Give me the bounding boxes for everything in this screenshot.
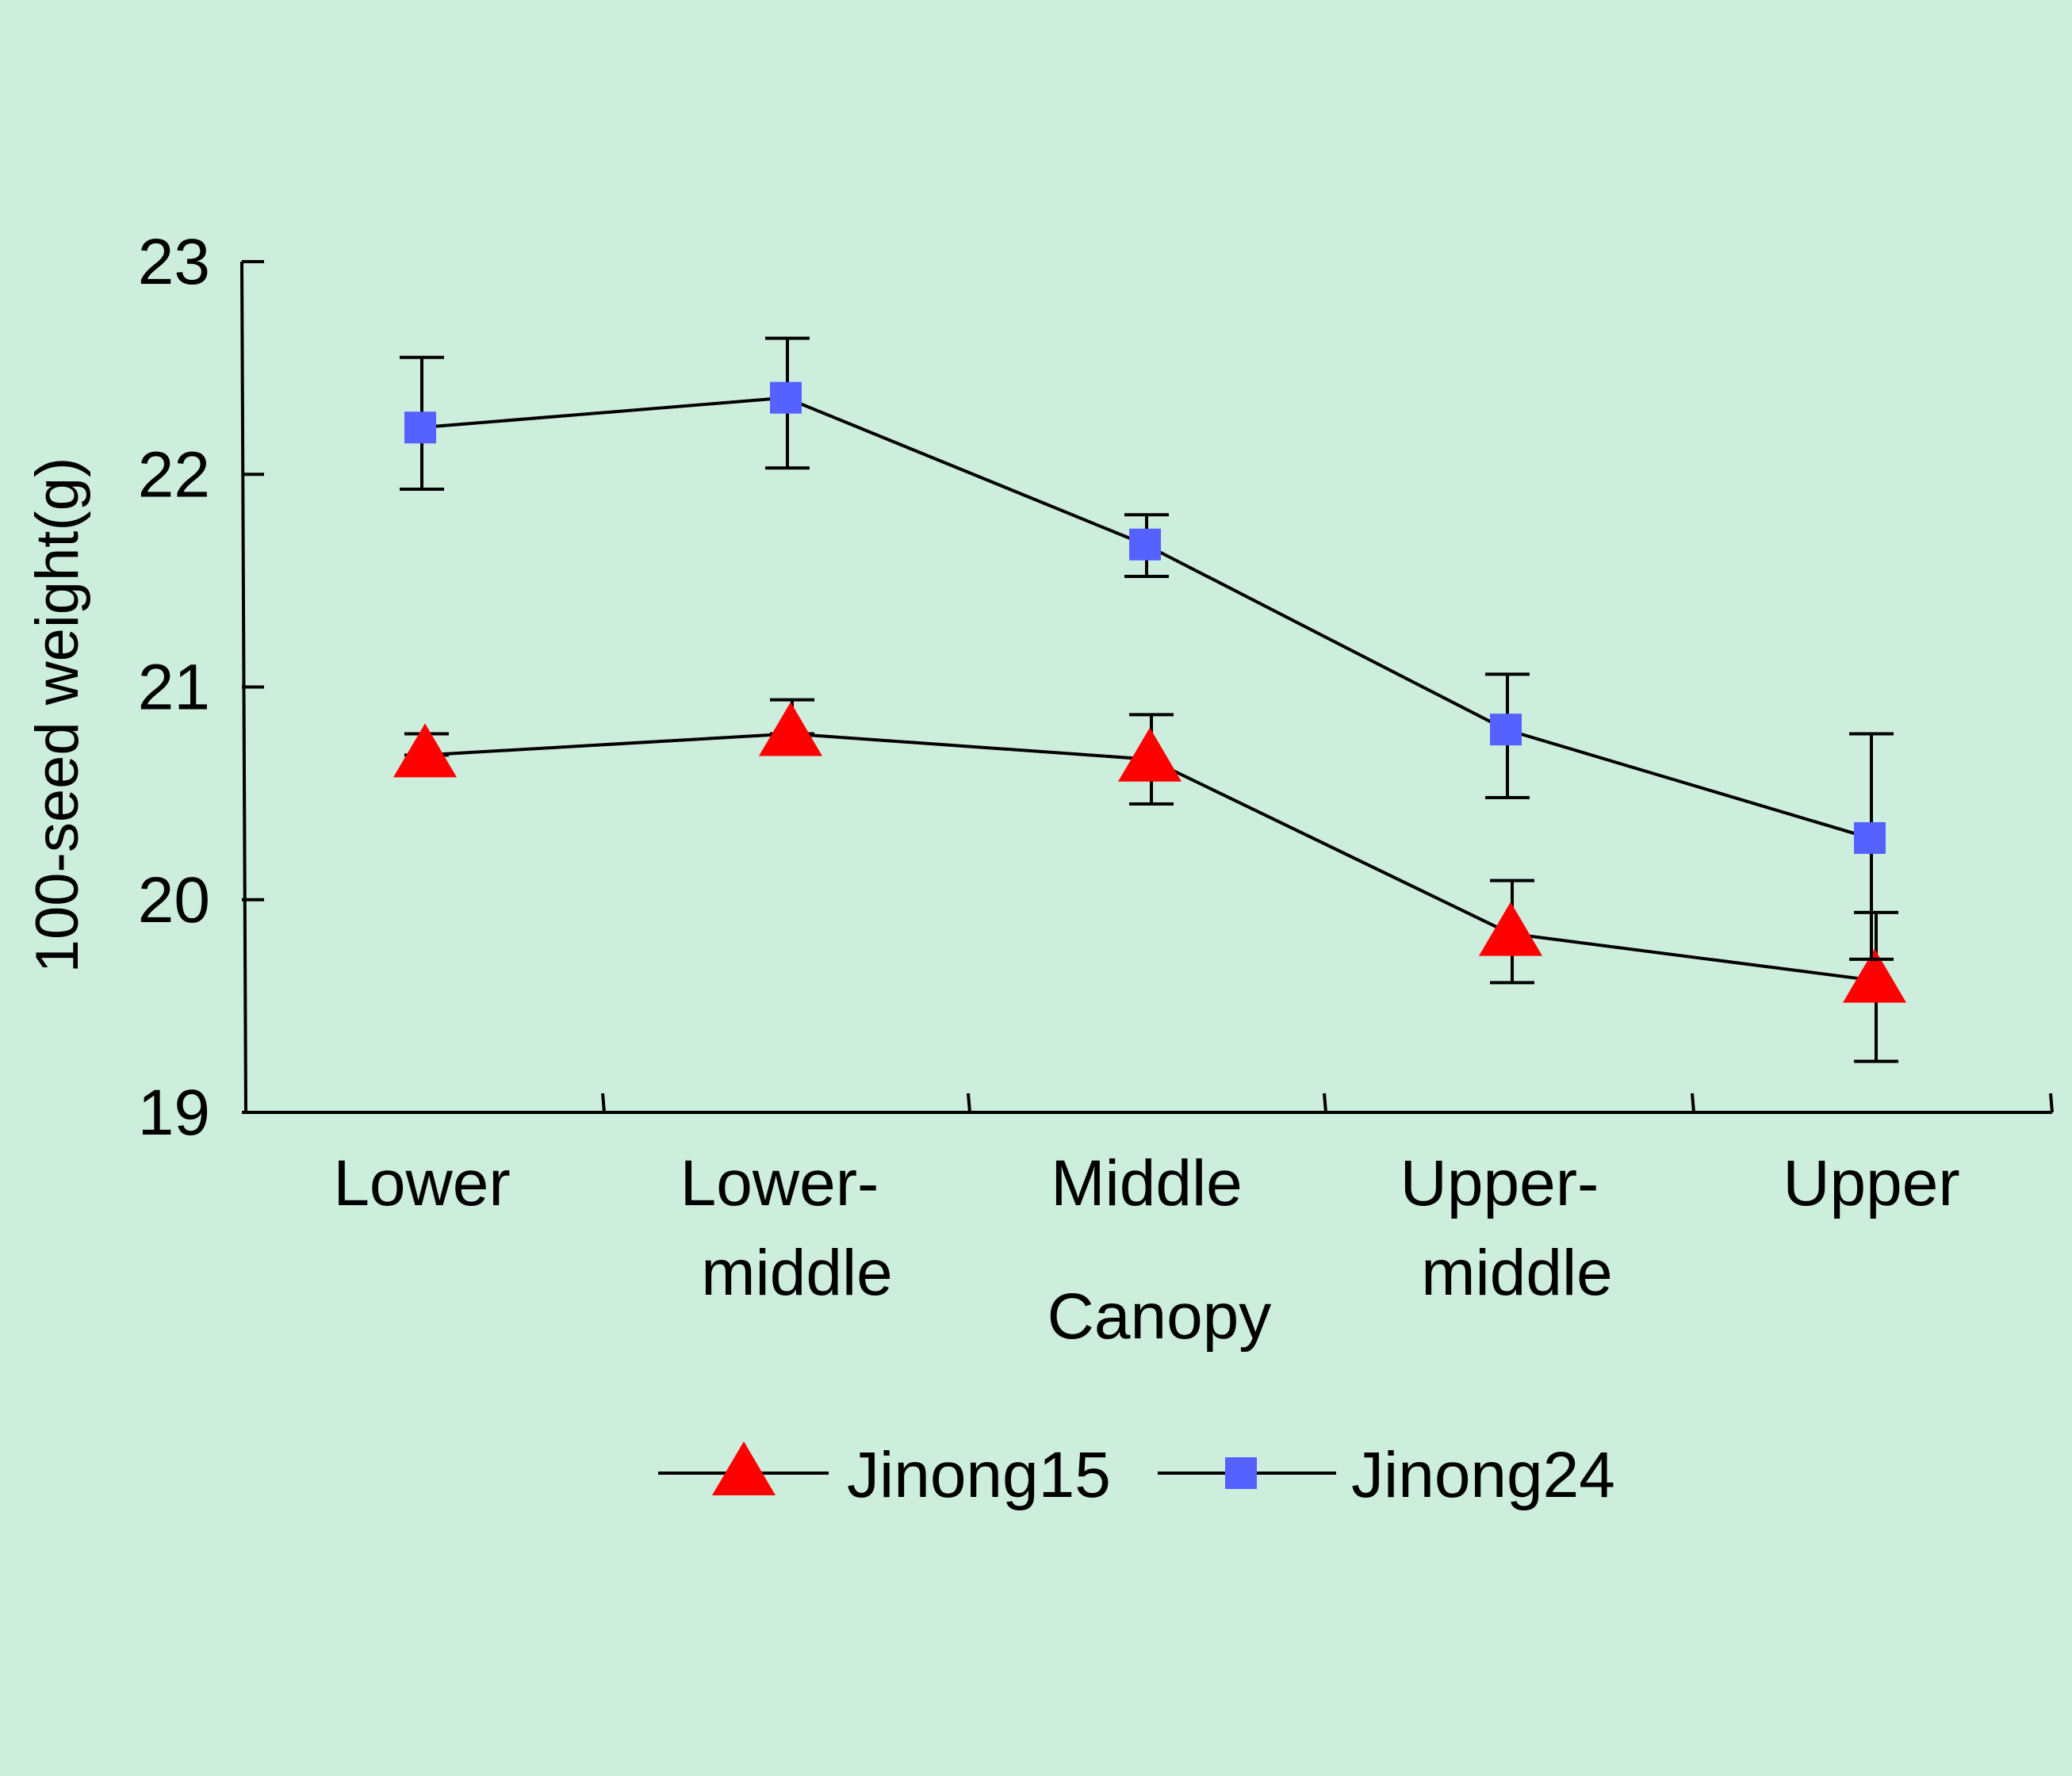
series-layer <box>393 336 1906 1063</box>
data-point <box>1118 727 1182 782</box>
x-tick-mark <box>967 1093 971 1113</box>
x-tick-label: Lower- <box>680 1147 879 1219</box>
plot-area <box>240 261 2054 1114</box>
y-tick-label: 23 <box>138 226 210 298</box>
data-point <box>1129 528 1161 561</box>
x-tick-label: Lower <box>333 1147 510 1219</box>
legend-label: Jinong15 <box>847 1439 1111 1511</box>
legend-marker <box>1225 1457 1257 1489</box>
data-point <box>759 702 822 756</box>
data-point <box>1490 714 1522 746</box>
x-tick-label: Middle <box>1051 1147 1243 1219</box>
y-axis-ticks: 19 20 21 22 23 <box>138 226 264 1149</box>
y-tick-label: 19 <box>138 1077 210 1149</box>
legend: Jinong15 Jinong24 <box>658 1439 1615 1511</box>
data-point <box>393 723 457 778</box>
x-tick-label: middle <box>1421 1237 1613 1309</box>
x-tick-mark <box>1323 1093 1327 1113</box>
x-tick-label: middle <box>701 1237 893 1309</box>
x-tick-mark <box>1691 1093 1695 1113</box>
data-point <box>770 381 802 414</box>
y-tick-label: 20 <box>138 864 210 936</box>
x-axis-labels: Lower Lower-middle Middle Upper-middle Upper <box>333 1147 1959 1309</box>
y-tick-label: 22 <box>138 438 210 511</box>
y-tick-label: 21 <box>138 652 210 724</box>
x-tick-mark <box>601 1093 606 1113</box>
x-tick-mark <box>2049 1093 2054 1113</box>
x-tick-label: Upper- <box>1400 1147 1599 1219</box>
legend-marker <box>712 1441 776 1495</box>
data-point <box>404 411 436 444</box>
data-point <box>1854 821 1886 854</box>
series-Jinong24 <box>400 336 1894 961</box>
legend-item-Jinong24: Jinong24 <box>1158 1439 1615 1511</box>
y-axis-title: 100-seed weight(g) <box>24 457 91 974</box>
legend-item-Jinong15: Jinong15 <box>658 1439 1111 1511</box>
x-axis-title: Canopy <box>1047 1280 1272 1353</box>
data-point <box>1479 901 1542 956</box>
x-tick-label: Upper <box>1783 1147 1959 1219</box>
data-point <box>1843 948 1906 1003</box>
series-Jinong15 <box>393 698 1906 1063</box>
legend-label: Jinong24 <box>1351 1439 1615 1511</box>
